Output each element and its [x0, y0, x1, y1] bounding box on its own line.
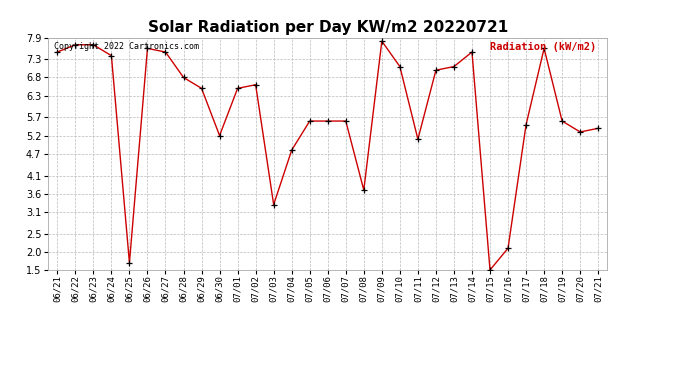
- Title: Solar Radiation per Day KW/m2 20220721: Solar Radiation per Day KW/m2 20220721: [148, 20, 508, 35]
- Text: Radiation (kW/m2): Radiation (kW/m2): [490, 42, 596, 52]
- Text: Copyright 2022 Cartronics.com: Copyright 2022 Cartronics.com: [54, 42, 199, 51]
